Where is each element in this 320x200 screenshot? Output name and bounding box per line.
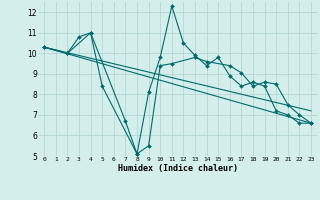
X-axis label: Humidex (Indice chaleur): Humidex (Indice chaleur) bbox=[118, 164, 238, 173]
